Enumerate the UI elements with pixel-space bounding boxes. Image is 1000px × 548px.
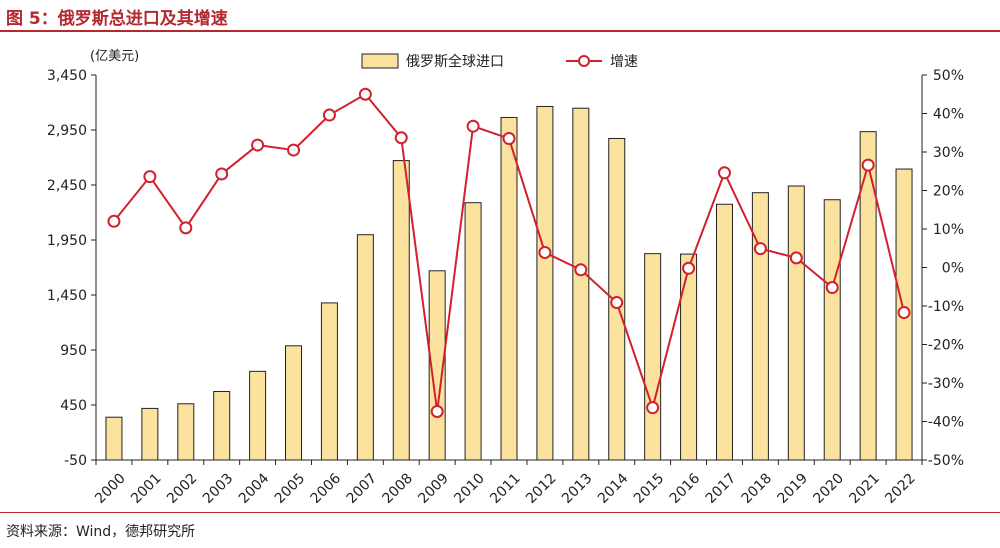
right-tick-label: 10% — [933, 222, 964, 238]
growth-point-2018 — [753, 242, 767, 256]
figure-title: 图 5：俄罗斯总进口及其增速 — [6, 9, 228, 29]
bar-2016 — [680, 253, 698, 461]
left-tick-label: 1,950 — [47, 233, 87, 249]
growth-point-2011 — [502, 132, 516, 146]
x-tick-label: 2009 — [415, 470, 452, 507]
bar-2000 — [105, 416, 123, 461]
bar-2013 — [572, 107, 590, 461]
growth-point-2010 — [466, 119, 480, 133]
x-tick-label: 2000 — [92, 470, 129, 507]
x-tick-label: 2020 — [810, 470, 847, 507]
left-tick-label: -50 — [64, 453, 87, 469]
right-tick-label: 50% — [933, 68, 964, 84]
left-tick-label: 2,950 — [47, 123, 87, 139]
right-tick-label: 30% — [933, 145, 964, 161]
x-tick-label: 2011 — [487, 470, 524, 507]
right-tick-label: -50% — [928, 453, 964, 469]
growth-point-2015 — [646, 401, 660, 415]
left-tick-label: 3,450 — [47, 68, 87, 84]
growth-point-2017 — [717, 166, 731, 180]
growth-point-2012 — [538, 245, 552, 259]
growth-point-2022 — [897, 306, 911, 320]
bar-2011 — [500, 116, 518, 461]
source-divider — [0, 512, 1000, 513]
bar-2005 — [285, 345, 303, 461]
bar-2008 — [392, 160, 410, 461]
bar-2007 — [356, 234, 374, 461]
growth-point-2019 — [789, 251, 803, 265]
legend-swatch-marker — [578, 55, 590, 67]
bar-2017 — [715, 203, 733, 461]
x-tick-label: 2017 — [703, 470, 740, 507]
bar-2002 — [177, 403, 195, 461]
left-axis-unit-label: (亿美元) — [90, 49, 139, 64]
x-tick-label: 2021 — [846, 470, 883, 507]
left-tick-label: 1,450 — [47, 288, 87, 304]
growth-point-2005 — [287, 143, 301, 157]
source-note: 资料来源：Wind，德邦研究所 — [6, 524, 196, 540]
right-tick-label: 20% — [933, 184, 964, 200]
bar-2020 — [823, 199, 841, 461]
x-tick-label: 2014 — [595, 470, 632, 507]
x-tick-label: 2007 — [344, 470, 381, 507]
bar-2010 — [464, 202, 482, 461]
bar-2006 — [320, 302, 338, 461]
left-tick-label: 950 — [60, 343, 87, 359]
growth-point-2001 — [143, 170, 157, 184]
growth-point-2013 — [574, 263, 588, 277]
x-tick-label: 2012 — [523, 470, 560, 507]
left-tick-label: 450 — [60, 398, 87, 414]
growth-point-2014 — [610, 296, 624, 310]
x-tick-label: 2013 — [559, 470, 596, 507]
legend-label-imports: 俄罗斯全球进口 — [406, 53, 504, 70]
title-divider — [0, 30, 1000, 32]
right-tick-label: -40% — [928, 415, 964, 431]
x-tick-label: 2002 — [164, 470, 201, 507]
growth-point-2007 — [358, 87, 372, 101]
legend-label-growth: 增速 — [610, 54, 638, 70]
bar-2003 — [213, 390, 231, 461]
growth-point-2020 — [825, 281, 839, 295]
right-tick-label: -20% — [928, 338, 964, 354]
growth-point-2004 — [251, 138, 265, 152]
right-tick-label: -30% — [928, 376, 964, 392]
growth-point-2002 — [179, 221, 193, 235]
x-tick-label: 2006 — [308, 470, 345, 507]
growth-point-2021 — [861, 158, 875, 172]
legend-swatch-bar — [361, 53, 399, 69]
bar-2012 — [536, 105, 554, 461]
x-tick-label: 2016 — [667, 470, 704, 507]
growth-point-2008 — [394, 131, 408, 145]
x-tick-label: 2005 — [272, 470, 309, 507]
bar-2015 — [644, 253, 662, 461]
bar-2004 — [249, 370, 267, 461]
right-tick-label: 40% — [933, 107, 964, 123]
x-tick-label: 2003 — [200, 470, 237, 507]
growth-point-2000 — [107, 214, 121, 228]
growth-point-2009 — [430, 404, 444, 418]
growth-point-2006 — [322, 108, 336, 122]
left-tick-label: 2,450 — [47, 178, 87, 194]
x-tick-label: 2015 — [631, 470, 668, 507]
x-tick-label: 2018 — [739, 470, 776, 507]
legend: 俄罗斯全球进口 增速 — [361, 53, 638, 70]
bar-2019 — [787, 185, 805, 461]
bar-2001 — [141, 407, 159, 461]
x-tick-label: 2008 — [380, 470, 417, 507]
x-tick-label: 2010 — [451, 470, 488, 507]
x-tick-label: 2019 — [775, 470, 812, 507]
bar-2018 — [751, 192, 769, 461]
growth-point-2003 — [215, 167, 229, 181]
x-tick-label: 2001 — [128, 470, 165, 507]
x-tick-label: 2022 — [882, 470, 919, 507]
right-tick-label: -10% — [928, 299, 964, 315]
growth-point-2016 — [682, 261, 696, 275]
right-tick-label: 0% — [942, 261, 964, 277]
x-tick-label: 2004 — [236, 470, 273, 507]
